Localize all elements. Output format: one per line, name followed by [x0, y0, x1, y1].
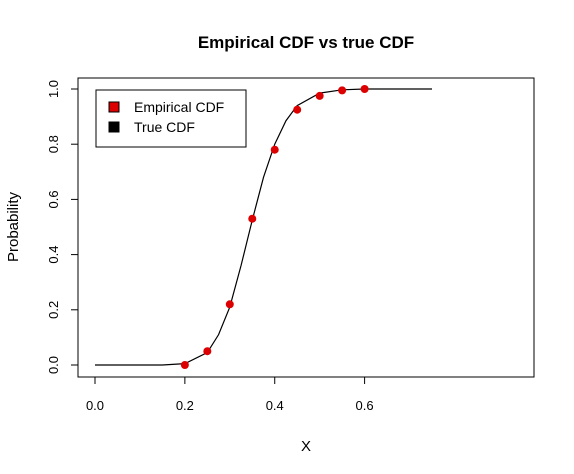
- x-axis: 0.0 0.2 0.4 0.6: [86, 376, 374, 413]
- empirical-cdf-point: [203, 347, 212, 356]
- y-axis-label: Probability: [5, 191, 22, 262]
- y-tick-label: 0.4: [46, 246, 61, 264]
- y-axis: 0.0 0.2 0.4 0.6 0.8 1.0: [46, 80, 79, 374]
- empirical-cdf-point: [248, 214, 257, 223]
- true-cdf-line: [95, 88, 432, 366]
- legend: Empirical CDF True CDF: [95, 89, 247, 148]
- legend-label-empirical: Empirical CDF: [134, 99, 224, 115]
- empirical-cdf-point: [180, 361, 189, 369]
- plot-series: [95, 85, 432, 369]
- empirical-cdf-point: [293, 105, 302, 114]
- y-tick-label: 0.2: [46, 301, 61, 319]
- x-axis-label: X: [301, 438, 311, 455]
- y-tick-label: 0.8: [46, 135, 61, 153]
- empirical-cdf-point: [338, 86, 347, 95]
- y-tick-label: 0.6: [46, 190, 61, 208]
- chart-title: Empirical CDF vs true CDF: [198, 33, 414, 52]
- legend-swatch-true: [108, 121, 120, 133]
- empirical-cdf-point: [225, 300, 234, 309]
- empirical-cdf-point: [315, 91, 324, 100]
- x-tick-label: 0.0: [86, 398, 104, 413]
- x-tick-label: 0.2: [176, 398, 194, 413]
- legend-swatch-empirical: [108, 101, 120, 113]
- y-tick-label: 1.0: [46, 80, 61, 98]
- empirical-cdf-point: [270, 145, 279, 154]
- x-tick-label: 0.6: [356, 398, 374, 413]
- legend-box: [95, 89, 247, 148]
- y-tick-label: 0.0: [46, 356, 61, 374]
- empirical-cdf-point: [360, 85, 369, 93]
- legend-label-true: True CDF: [134, 119, 195, 135]
- x-tick-label: 0.4: [266, 398, 284, 413]
